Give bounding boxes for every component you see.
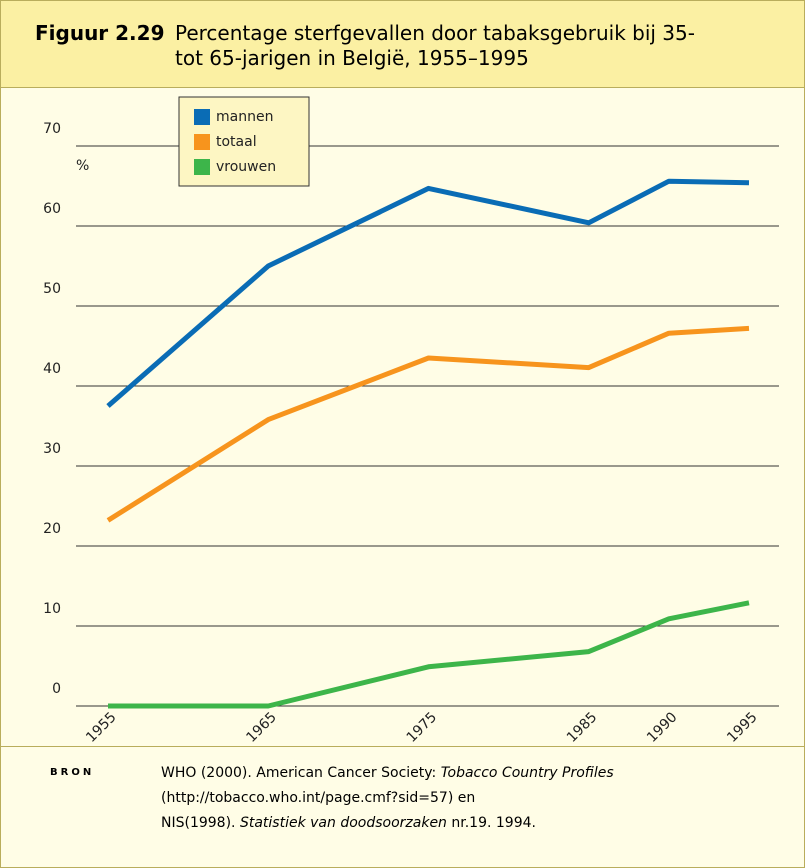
y-tick-label: 50 [43, 281, 61, 297]
y-tick-label: 60 [43, 201, 61, 217]
line-series [106, 325, 750, 523]
x-tick-label: 1955 [83, 709, 120, 746]
source-label: BRON [50, 767, 95, 778]
source-line: WHO (2000). American Cancer Society: Tob… [161, 761, 614, 786]
y-tick-label: 40 [43, 361, 61, 377]
y-unit-label: % [76, 158, 89, 174]
x-tick-label: 1975 [404, 709, 441, 746]
x-tick-label: 1990 [644, 709, 681, 746]
line-series [106, 178, 750, 408]
legend-label: vrouwen [216, 159, 276, 175]
header: Figuur 2.29 Percentage sterfgevallen doo… [1, 1, 804, 88]
chart-title: Percentage sterfgevallen door tabaksgebr… [175, 21, 695, 70]
y-tick-label: 70 [43, 121, 61, 137]
legend-label: mannen [216, 109, 273, 125]
source: BRON WHO (2000). American Cancer Society… [1, 746, 804, 831]
source-lines: WHO (2000). American Cancer Society: Tob… [161, 761, 614, 836]
x-tick-label: 1985 [564, 709, 601, 746]
source-text: NIS(1998). [161, 815, 240, 831]
legend-swatch [194, 159, 210, 175]
legend-label: totaal [216, 134, 257, 150]
figure-label: Figuur 2.29 [35, 21, 165, 45]
y-tick-label: 0 [52, 681, 61, 697]
source-text: Tobacco Country Profiles [440, 765, 614, 781]
chart: 0 10 20 30 40 50 60 70% 1955 1965 1975 1985 1990 1995… [43, 96, 779, 746]
y-tick-label: 20 [43, 521, 61, 537]
source-text: Statistiek van doodsoorzaken [239, 815, 447, 831]
source-text: (http://tobacco.who.int/page.cmf?sid=57)… [161, 790, 476, 806]
legend-swatch [194, 134, 210, 150]
y-tick-label: 10 [43, 601, 61, 617]
source-line: (http://tobacco.who.int/page.cmf?sid=57)… [161, 786, 614, 811]
x-tick-label: 1995 [724, 709, 761, 746]
source-text: WHO (2000). American Cancer Society: [161, 765, 441, 781]
line-series [108, 600, 750, 709]
y-tick-label: 30 [43, 441, 61, 457]
source-line: NIS(1998). Statistiek van doodsoorzaken … [161, 811, 614, 836]
source-text: nr.19. 1994. [446, 815, 536, 831]
legend-swatch [194, 109, 210, 125]
x-tick-label: 1965 [243, 709, 280, 746]
